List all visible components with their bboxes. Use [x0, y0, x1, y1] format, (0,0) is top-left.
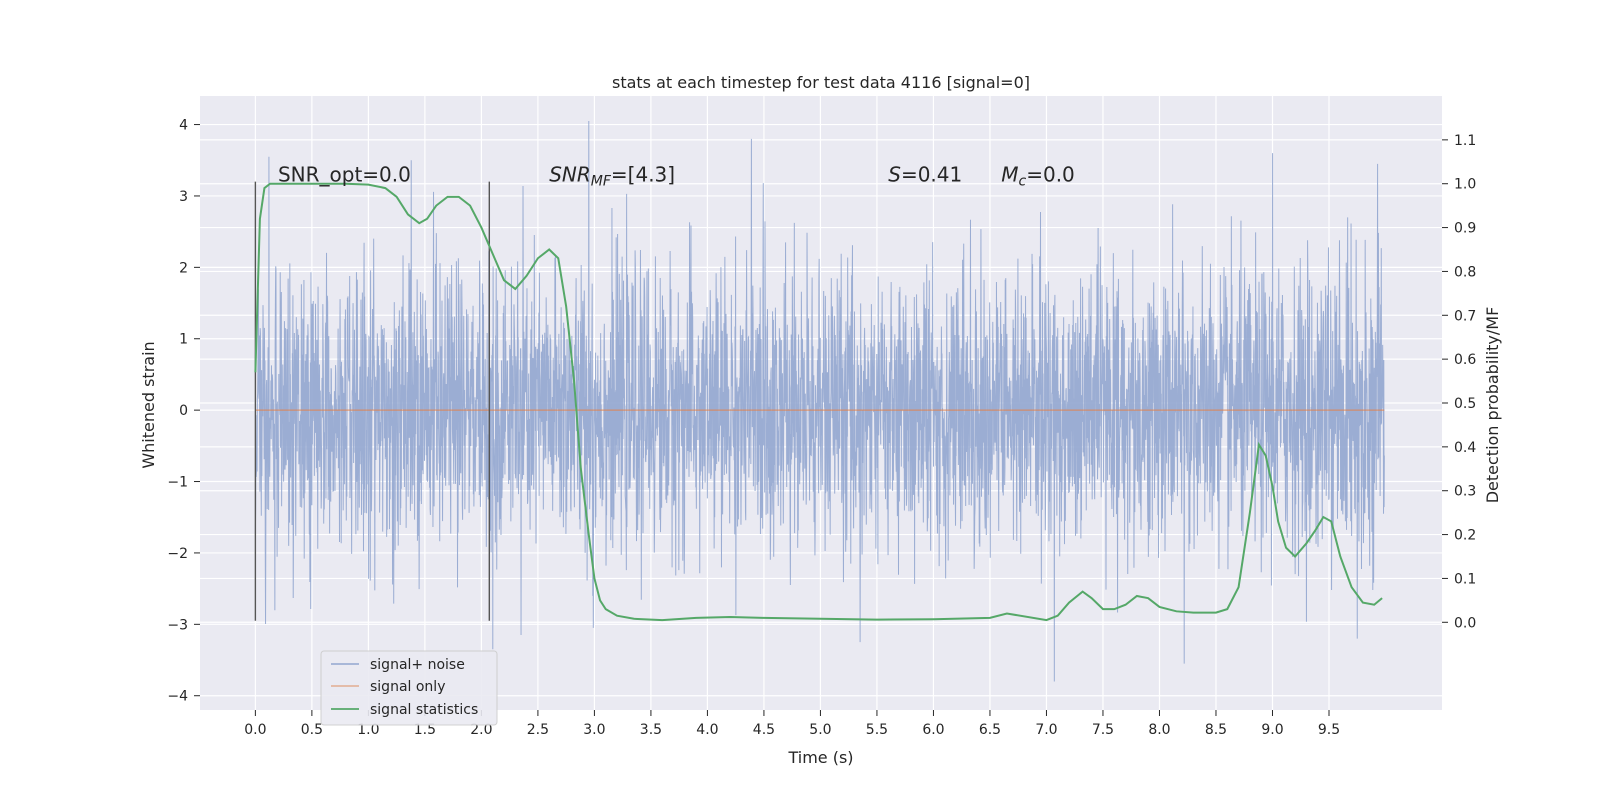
x-tick-label: 3.5	[640, 722, 662, 738]
x-tick-label: 0.0	[244, 722, 266, 738]
annotation-text: SNRMF=[4.3]	[549, 163, 675, 190]
left-tick-label: 0	[179, 403, 188, 419]
x-tick-label: 8.0	[1148, 722, 1170, 738]
right-tick-label: 0.5	[1454, 396, 1476, 412]
series-signal-statistics	[254, 182, 1383, 622]
right-tick-label: 0.0	[1454, 615, 1476, 631]
x-tick-label: 0.5	[301, 722, 323, 738]
x-tick-label: 2.5	[527, 722, 549, 738]
right-tick-label: 0.1	[1454, 571, 1476, 587]
left-tick-label: 1	[179, 332, 188, 348]
annotation-subscript: c	[1019, 174, 1027, 190]
annotation-text: SNR_opt=0.0	[278, 163, 411, 187]
right-tick-label: 0.3	[1454, 484, 1476, 500]
left-tick-label: 2	[179, 260, 188, 276]
right-tick-label: 0.8	[1454, 264, 1476, 280]
legend: signal+ noise signal only signal statist…	[320, 650, 498, 726]
x-tick-label: 7.0	[1035, 722, 1057, 738]
left-tick-label: 4	[179, 118, 188, 134]
x-tick-label: 6.0	[922, 722, 944, 738]
stats-line	[254, 182, 1383, 622]
legend-label-noise: signal+ noise	[370, 657, 465, 673]
legend-label-signal: signal only	[370, 679, 445, 695]
x-tick-label: 9.5	[1318, 722, 1340, 738]
left-tick-label: −2	[167, 546, 188, 562]
annotation-main: M	[1001, 163, 1018, 187]
right-tick-label: 0.6	[1454, 352, 1476, 368]
right-tick-label: 1.1	[1454, 133, 1476, 149]
left-tick-label: −3	[167, 617, 188, 633]
annotation-main: SNR	[549, 163, 591, 187]
vertical-markers	[254, 181, 491, 621]
y-axis-label-right: Detection probability/MF	[1483, 307, 1502, 504]
right-tick-label: 1.0	[1454, 177, 1476, 193]
legend-box	[320, 650, 498, 726]
x-tick-label: 9.0	[1261, 722, 1283, 738]
annotation-rest: =0.0	[1026, 163, 1075, 187]
left-axis: −4 −3 −2 −1 0 1 2 3 4	[167, 118, 200, 705]
annotations: SNR_opt=0.0 SNRMF=[4.3] S=0.41 Mc=0.0	[278, 163, 1075, 190]
x-axis: 0.0 0.5 1.0 1.5 2.0 2.5 3.0 3.5 4.0 4.5 5.0 5.5 6.0 6…	[244, 710, 1340, 738]
x-tick-label: 1.0	[357, 722, 379, 738]
annotation-rest: =[4.3]	[611, 163, 675, 187]
right-tick-label: 0.2	[1454, 528, 1476, 544]
x-tick-label: 5.0	[809, 722, 831, 738]
legend-label-stats: signal statistics	[370, 702, 478, 718]
left-tick-label: 3	[179, 189, 188, 205]
y-axis-label-left: Whitened strain	[139, 341, 158, 468]
left-tick-label: −1	[167, 475, 188, 491]
x-axis-label: Time (s)	[787, 748, 853, 767]
annotation-text: S=0.41	[888, 163, 962, 187]
annotation-rest: =0.41	[901, 163, 962, 187]
annotation-main: S	[888, 163, 901, 187]
x-tick-label: 4.5	[753, 722, 775, 738]
annotation-subscript: MF	[591, 174, 612, 190]
left-tick-label: −4	[167, 689, 188, 705]
annotation-text: Mc=0.0	[1001, 163, 1075, 190]
x-tick-label: 4.0	[696, 722, 718, 738]
x-tick-label: 8.5	[1205, 722, 1227, 738]
right-tick-label: 0.4	[1454, 440, 1476, 456]
x-tick-label: 2.0	[470, 722, 492, 738]
x-tick-label: 7.5	[1092, 722, 1114, 738]
x-tick-label: 1.5	[414, 722, 436, 738]
right-axis: 0.0 0.1 0.2 0.3 0.4 0.5 0.6 0.7 0.8 0.9 1.0 1.1	[1442, 133, 1476, 631]
right-tick-label: 0.9	[1454, 221, 1476, 237]
chart-title: stats at each timestep for test data 411…	[612, 73, 1030, 92]
x-tick-label: 3.0	[583, 722, 605, 738]
x-tick-label: 5.5	[866, 722, 888, 738]
right-tick-label: 0.7	[1454, 308, 1476, 324]
x-tick-label: 6.5	[979, 722, 1001, 738]
